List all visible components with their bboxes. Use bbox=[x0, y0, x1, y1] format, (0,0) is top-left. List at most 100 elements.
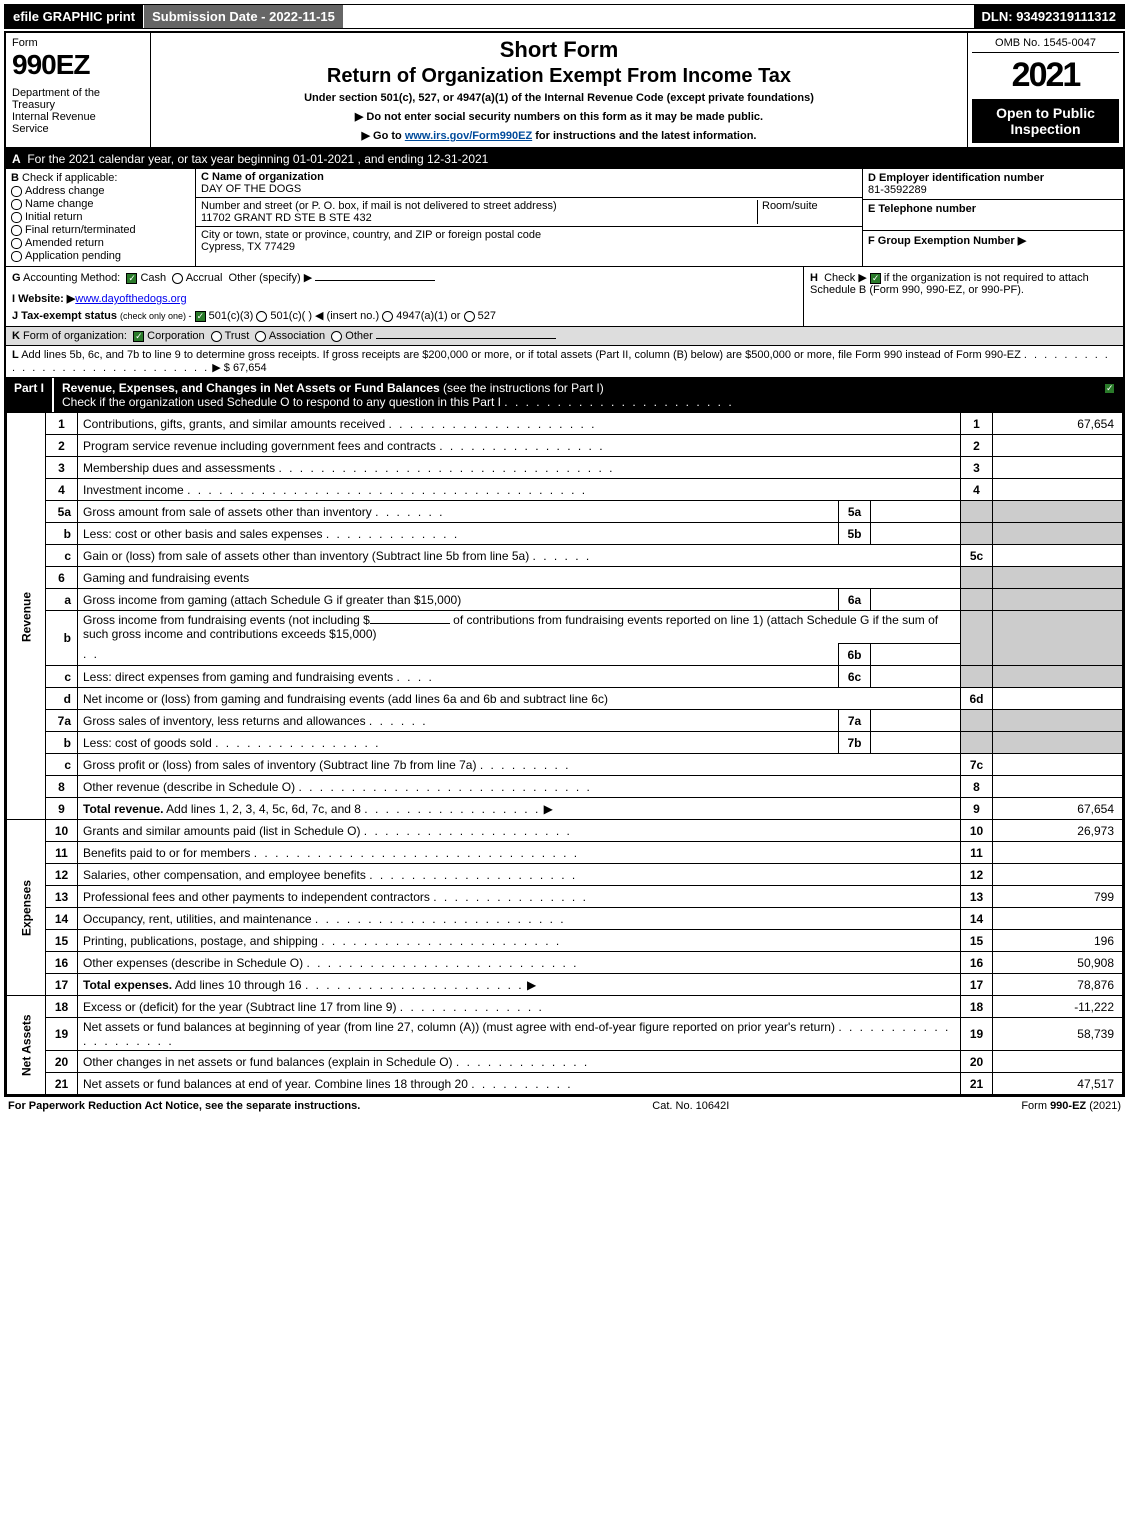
department-label: Department of theTreasuryInternal Revenu… bbox=[12, 87, 144, 135]
chk-initial-return[interactable]: Initial return bbox=[11, 211, 190, 223]
checkbox-cash[interactable] bbox=[126, 273, 137, 284]
table-row: b Less: cost of goods sold . . . . . . .… bbox=[7, 732, 1123, 754]
part1-header: Part I Revenue, Expenses, and Changes in… bbox=[6, 378, 1123, 412]
line-6b-subval bbox=[871, 644, 961, 666]
k-other: Other bbox=[345, 330, 373, 342]
shade-cell bbox=[993, 732, 1123, 754]
sublbl: 7a bbox=[839, 710, 871, 732]
chk-schedule-b[interactable] bbox=[870, 273, 881, 284]
street-row: Number and street (or P. O. box, if mail… bbox=[196, 198, 862, 227]
checkbox-accrual[interactable] bbox=[172, 273, 183, 284]
nocol: 21 bbox=[961, 1073, 993, 1095]
chk-label: Address change bbox=[25, 185, 105, 197]
lineno: 15 bbox=[46, 930, 78, 952]
opt3: 4947(a)(1) or bbox=[396, 310, 460, 322]
line-5b-subval bbox=[871, 523, 961, 545]
opt4: 527 bbox=[478, 310, 496, 322]
footer-center: Cat. No. 10642I bbox=[652, 1100, 729, 1112]
city-value: Cypress, TX 77429 bbox=[201, 241, 857, 253]
org-name-row: C Name of organization DAY OF THE DOGS bbox=[196, 169, 862, 198]
lineno: a bbox=[46, 589, 78, 611]
dln-label: DLN: 93492319111312 bbox=[974, 5, 1124, 28]
nocol: 4 bbox=[961, 479, 993, 501]
shade-cell bbox=[993, 523, 1123, 545]
lineno: 14 bbox=[46, 908, 78, 930]
lineno: 18 bbox=[46, 996, 78, 1018]
k-assoc: Association bbox=[269, 330, 325, 342]
other-specify-input[interactable] bbox=[315, 280, 435, 281]
line-7a-desc: Gross sales of inventory, less returns a… bbox=[78, 710, 839, 732]
chk-other[interactable] bbox=[331, 331, 342, 342]
sublbl: 6a bbox=[839, 589, 871, 611]
chk-trust[interactable] bbox=[211, 331, 222, 342]
line-5a-desc: Gross amount from sale of assets other t… bbox=[78, 501, 839, 523]
submission-date-label: Submission Date - 2022-11-15 bbox=[144, 5, 344, 28]
line-4-val bbox=[993, 479, 1123, 501]
lineno: 10 bbox=[46, 820, 78, 842]
irs-link[interactable]: www.irs.gov/Form990EZ bbox=[405, 130, 532, 142]
chk-501c3[interactable] bbox=[195, 311, 206, 322]
netassets-vert-label: Net Assets bbox=[7, 996, 46, 1095]
nocol: 5c bbox=[961, 545, 993, 567]
column-b: B Check if applicable: Address change Na… bbox=[6, 169, 196, 266]
instructions-link-row: ▶ Go to www.irs.gov/Form990EZ for instru… bbox=[161, 129, 957, 142]
shade-cell bbox=[961, 501, 993, 523]
shade-cell bbox=[993, 567, 1123, 589]
part1-subtitle: (see the instructions for Part I) bbox=[443, 381, 604, 395]
efile-print-button[interactable]: efile GRAPHIC print bbox=[5, 5, 144, 28]
chk-4947[interactable] bbox=[382, 311, 393, 322]
table-row: c Less: direct expenses from gaming and … bbox=[7, 666, 1123, 688]
line-9-val: 67,654 bbox=[993, 798, 1123, 820]
lineno: 8 bbox=[46, 776, 78, 798]
line-5a-subval bbox=[871, 501, 961, 523]
table-row: c Gain or (loss) from sale of assets oth… bbox=[7, 545, 1123, 567]
chk-association[interactable] bbox=[255, 331, 266, 342]
d-label: D Employer identification number bbox=[868, 172, 1044, 184]
chk-corporation[interactable] bbox=[133, 331, 144, 342]
form-subtitle: Under section 501(c), 527, or 4947(a)(1)… bbox=[161, 92, 957, 104]
website-link[interactable]: www.dayofthedogs.org bbox=[75, 293, 186, 305]
line-6c-desc: Less: direct expenses from gaming and fu… bbox=[78, 666, 839, 688]
line-6b-desc: Gross income from fundraising events (no… bbox=[78, 611, 961, 644]
6b-amount-input[interactable] bbox=[370, 623, 450, 624]
lineno: 7a bbox=[46, 710, 78, 732]
sublbl: 7b bbox=[839, 732, 871, 754]
k-corp: Corporation bbox=[147, 330, 204, 342]
shade-cell bbox=[961, 666, 993, 688]
lineno: b bbox=[46, 523, 78, 545]
6b-pre: Gross income from fundraising events (no… bbox=[83, 613, 370, 627]
sublbl: 6c bbox=[839, 666, 871, 688]
sublbl: 5a bbox=[839, 501, 871, 523]
chk-name-change[interactable]: Name change bbox=[11, 198, 190, 210]
row-gh: G Accounting Method: Cash Accrual Other … bbox=[6, 267, 1123, 327]
header-center: Short Form Return of Organization Exempt… bbox=[151, 33, 968, 147]
lineno: 16 bbox=[46, 952, 78, 974]
line-8-desc: Other revenue (describe in Schedule O) .… bbox=[78, 776, 961, 798]
lineno: c bbox=[46, 754, 78, 776]
other-org-input[interactable] bbox=[376, 338, 556, 339]
shade-cell bbox=[993, 611, 1123, 666]
column-c: C Name of organization DAY OF THE DOGS N… bbox=[196, 169, 863, 266]
nocol: 15 bbox=[961, 930, 993, 952]
part1-chk bbox=[1096, 378, 1123, 412]
line-17-val: 78,876 bbox=[993, 974, 1123, 996]
shade-cell bbox=[961, 567, 993, 589]
table-row: 4 Investment income . . . . . . . . . . … bbox=[7, 479, 1123, 501]
row-h: H Check ▶ if the organization is not req… bbox=[803, 267, 1123, 326]
chk-address-change[interactable]: Address change bbox=[11, 185, 190, 197]
line-14-desc: Occupancy, rent, utilities, and maintena… bbox=[78, 908, 961, 930]
table-row: 3 Membership dues and assessments . . . … bbox=[7, 457, 1123, 479]
table-row: 5a Gross amount from sale of assets othe… bbox=[7, 501, 1123, 523]
chk-application-pending[interactable]: Application pending bbox=[11, 250, 190, 262]
chk-amended-return[interactable]: Amended return bbox=[11, 237, 190, 249]
chk-501c[interactable] bbox=[256, 311, 267, 322]
line-7b-desc: Less: cost of goods sold . . . . . . . .… bbox=[78, 732, 839, 754]
chk-final-return[interactable]: Final return/terminated bbox=[11, 224, 190, 236]
g-label: G bbox=[12, 272, 21, 284]
line-6a-subval bbox=[871, 589, 961, 611]
chk-schedule-o[interactable] bbox=[1104, 383, 1115, 394]
section-bcd: B Check if applicable: Address change Na… bbox=[6, 169, 1123, 267]
chk-527[interactable] bbox=[464, 311, 475, 322]
shade-cell bbox=[961, 589, 993, 611]
line-10-desc: Grants and similar amounts paid (list in… bbox=[78, 820, 961, 842]
